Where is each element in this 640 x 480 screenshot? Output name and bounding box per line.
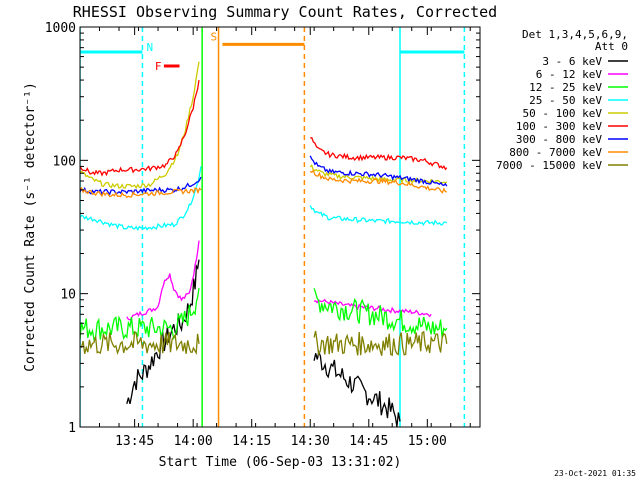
y-axis-label: Corrected Count Rate (s⁻¹ detector⁻¹) xyxy=(23,82,38,372)
series-800-7000keV-seg0 xyxy=(80,186,202,199)
series-7000-15000keV-seg1 xyxy=(313,330,448,357)
series-3-6keV-seg0 xyxy=(126,259,200,405)
status-label-N: N xyxy=(146,41,153,54)
legend-entry-label: 800 - 7000 keV xyxy=(509,146,602,159)
chart-title: RHESSI Observing Summary Count Rates, Co… xyxy=(73,3,497,21)
x-axis-label: Start Time (06-Sep-03 13:31:02) xyxy=(159,455,402,470)
series-6-12keV-seg1 xyxy=(313,298,432,318)
series-100-300keV-seg0 xyxy=(80,80,200,177)
series-12-25keV-seg0 xyxy=(80,288,200,342)
status-label-S: S xyxy=(210,30,217,43)
y-tick-label: 100 xyxy=(53,154,76,169)
x-tick-label: 14:45 xyxy=(349,434,388,449)
legend-entry-label: 100 - 300 keV xyxy=(516,120,602,133)
y-tick-label: 10 xyxy=(60,288,76,303)
x-tick-label: 15:00 xyxy=(408,434,447,449)
series-50-100keV-seg0 xyxy=(80,61,200,190)
series-6-12keV-seg0 xyxy=(126,240,200,321)
series-300-800keV-seg1 xyxy=(309,155,448,187)
legend-entry-label: 7000 - 15000 keV xyxy=(496,159,602,172)
legend-entry-label: 25 - 50 keV xyxy=(529,94,602,107)
series-7000-15000keV-seg0 xyxy=(80,330,200,356)
legend-header: Att 0 xyxy=(595,40,628,53)
x-tick-label: 14:00 xyxy=(174,434,213,449)
legend-entry-label: 50 - 100 keV xyxy=(523,107,603,120)
series-25-50keV-seg0 xyxy=(80,166,202,232)
y-tick-label: 1000 xyxy=(45,21,76,36)
series-25-50keV-seg1 xyxy=(309,205,448,227)
legend-entry-label: 3 - 6 keV xyxy=(542,55,602,68)
x-tick-label: 14:15 xyxy=(232,434,271,449)
legend-entry-label: 12 - 25 keV xyxy=(529,81,602,94)
x-tick-label: 14:30 xyxy=(291,434,330,449)
timestamp: 23-Oct-2021 01:35 xyxy=(554,469,636,478)
y-tick-label: 1 xyxy=(68,421,76,436)
legend-header: Det 1,3,4,5,6,9, xyxy=(522,28,628,41)
plot-frame xyxy=(79,26,481,428)
series-100-300keV-seg1 xyxy=(310,136,448,171)
series-3-6keV-seg1 xyxy=(313,349,401,427)
legend-entry-label: 300 - 800 keV xyxy=(516,133,602,146)
x-tick-label: 13:45 xyxy=(115,434,154,449)
legend-entry-label: 6 - 12 keV xyxy=(536,68,603,81)
series-800-7000keV-seg1 xyxy=(309,169,447,194)
status-label-F: F xyxy=(155,60,162,73)
series-12-25keV-seg1 xyxy=(313,288,448,338)
series-50-100keV-seg1 xyxy=(309,164,448,185)
